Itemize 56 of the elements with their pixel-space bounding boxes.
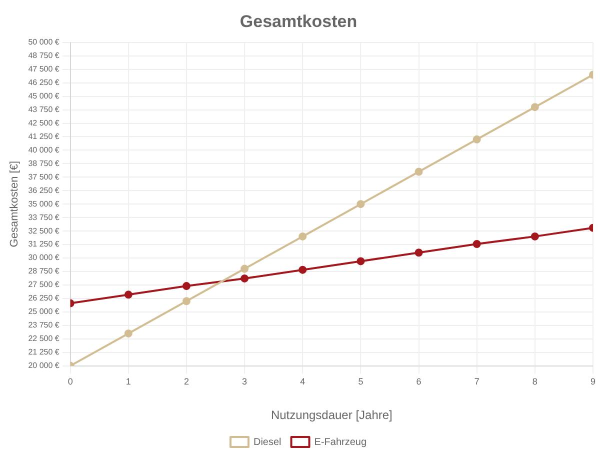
y-tick-label: 23 750 € (28, 320, 60, 330)
y-tick-label: 32 500 € (28, 226, 60, 236)
point (182, 282, 190, 290)
chart-title: Gesamtkosten (240, 12, 358, 31)
point (240, 274, 249, 282)
y-tick-label: 31 250 € (28, 240, 60, 249)
point (356, 200, 365, 208)
point (472, 135, 481, 144)
y-tick-label: 37 500 € (28, 172, 60, 182)
x-tick-label: 0 (68, 376, 73, 387)
point (124, 329, 132, 338)
y-tick-label: 22 500 € (28, 334, 60, 344)
y-tick-label: 40 000 € (28, 145, 60, 154)
y-tick-label: 38 750 € (28, 158, 60, 168)
x-tick-label: 1 (126, 376, 131, 387)
y-tick-label: 26 250 € (28, 294, 60, 303)
y-tick-label: 41 250 € (28, 132, 60, 141)
point (356, 257, 365, 266)
y-tick-label: 30 000 € (28, 253, 60, 262)
y-tick-label: 47 500 € (28, 64, 60, 74)
point (240, 264, 249, 273)
y-tick-label: 48 750 € (28, 51, 60, 60)
point (530, 232, 539, 240)
y-axis-title: Gesamtkosten [€] (8, 160, 21, 248)
point (298, 266, 307, 274)
x-tick-label: 5 (358, 376, 364, 387)
x-tick-label: 3 (242, 376, 248, 387)
y-tick-label: 21 250 € (28, 348, 60, 357)
y-tick-label: 35 000 € (28, 199, 60, 208)
point (182, 297, 190, 306)
legend-label: Diesel (253, 436, 282, 448)
x-tick-label: 7 (474, 376, 480, 387)
x-tick-label: 2 (184, 376, 189, 387)
y-tick-label: 28 750 € (28, 266, 60, 276)
y-tick-label: 33 750 € (28, 212, 60, 222)
x-axis-title: Nutzungsdauer [Jahre] (270, 408, 392, 422)
y-tick-label: 50 000 € (28, 38, 60, 47)
y-tick-label: 46 250 € (28, 78, 60, 88)
y-tick-label: 43 750 € (28, 104, 60, 114)
y-tick-label: 36 250 € (28, 186, 60, 195)
y-tick-label: 42 500 € (28, 118, 60, 128)
y-tick-label: 20 000 € (28, 361, 60, 370)
point (414, 248, 423, 257)
y-tick-label: 25 000 € (28, 307, 60, 316)
x-tick-label: 9 (590, 376, 596, 387)
point (298, 232, 307, 240)
x-tick-label: 6 (416, 376, 422, 387)
y-tick-label: 45 000 € (28, 92, 60, 101)
x-tick-label: 4 (300, 376, 306, 387)
point (530, 103, 539, 112)
point (124, 290, 132, 299)
point (472, 240, 481, 248)
x-tick-label: 8 (532, 376, 538, 387)
y-tick-label: 27 500 € (28, 280, 60, 290)
point (414, 168, 423, 176)
legend-label: E-Fahrzeug (314, 436, 367, 448)
